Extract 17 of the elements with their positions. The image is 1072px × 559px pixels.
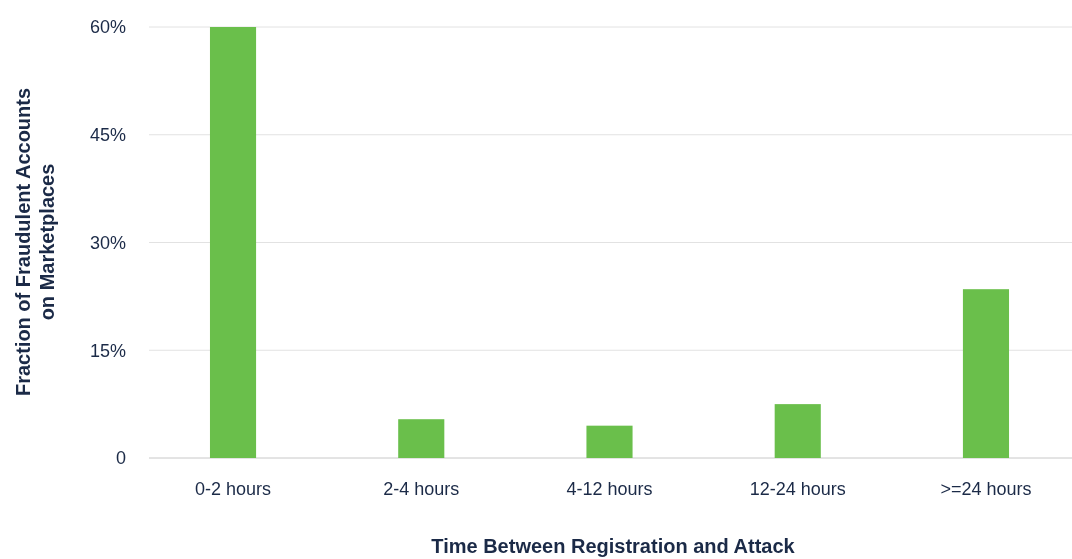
x-tick-label: >=24 hours xyxy=(940,479,1032,499)
bar xyxy=(962,289,1010,458)
x-axis-title: Time Between Registration and Attack xyxy=(431,535,796,557)
y-axis-title: Fraction of Fraudulent Accounts on Marketplaces xyxy=(12,87,58,397)
y-tick-label: 45% xyxy=(89,125,126,146)
y-tick-label: 15% xyxy=(89,340,126,361)
y-tick-label: 60% xyxy=(89,17,126,38)
y-tick-label: 30% xyxy=(89,232,126,253)
bar xyxy=(209,27,257,458)
y-tick-label: 0 xyxy=(115,448,126,469)
x-tick-label: 4-12 hours xyxy=(566,479,653,499)
bar xyxy=(398,419,445,458)
x-tick-label: 0-2 hours xyxy=(195,479,272,499)
bar xyxy=(586,425,633,458)
x-tick-label: 12-24 hours xyxy=(749,479,846,499)
x-tick-label: 2-4 hours xyxy=(383,479,460,499)
bar xyxy=(774,404,821,458)
